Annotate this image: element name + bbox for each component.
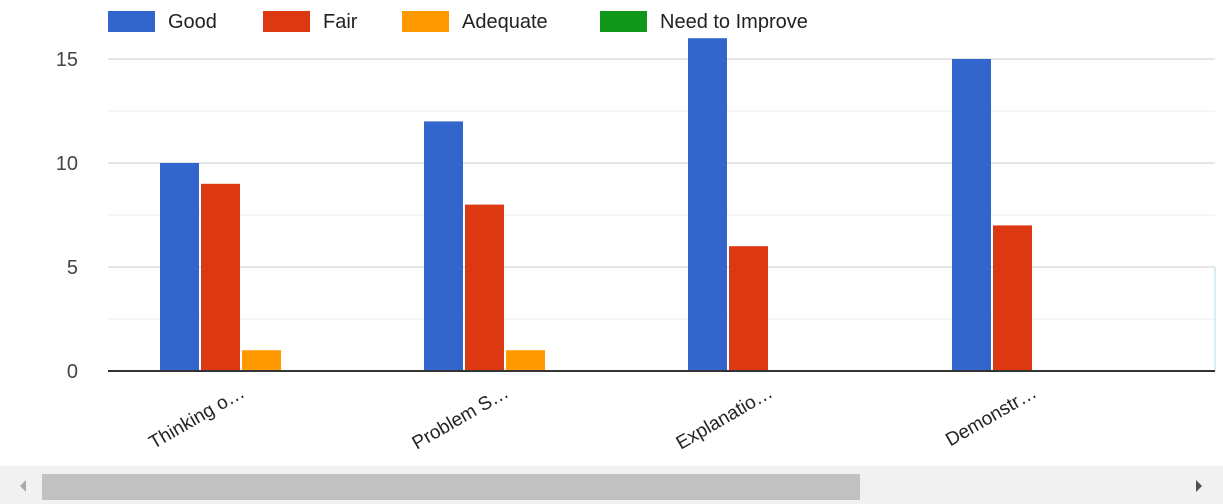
bar: [465, 204, 504, 371]
chart-area: 0 5 10 15 Thinking o… Problem S… Explanatio… De…: [56, 11, 1216, 454]
x-tick-label: Explanatio…: [673, 382, 777, 454]
bar: [688, 38, 727, 371]
bar: [729, 246, 768, 371]
legend-label: Need to Improve: [660, 11, 808, 33]
y-tick-label: 0: [67, 361, 78, 383]
horizontal-scrollbar[interactable]: [0, 466, 1223, 504]
legend-swatch: [108, 11, 155, 32]
legend-label: Fair: [323, 11, 358, 33]
y-tick-label: 15: [56, 49, 78, 71]
legend-swatch: [402, 11, 449, 32]
legend-swatch: [600, 11, 647, 32]
bar: [160, 163, 199, 371]
scroll-right-arrow-icon[interactable]: [1196, 480, 1202, 492]
y-tick-label: 5: [67, 257, 78, 279]
y-tick-label: 10: [56, 153, 78, 175]
bar: [242, 350, 281, 371]
scrollbar-thumb[interactable]: [42, 474, 860, 500]
x-tick-label: Problem S…: [409, 382, 513, 454]
bar: [201, 183, 240, 371]
bar: [424, 121, 463, 372]
scroll-left-arrow-icon[interactable]: [20, 480, 26, 492]
bar: [993, 225, 1032, 371]
legend-label: Good: [168, 11, 217, 33]
bar: [506, 350, 545, 371]
legend-swatch: [263, 11, 310, 32]
x-tick-label: Demonstr…: [942, 382, 1040, 451]
legend-label: Adequate: [462, 11, 548, 33]
bar: [952, 59, 991, 371]
x-tick-label: Thinking o…: [146, 382, 249, 454]
bar-chart: 0 5 10 15 Thinking o… Problem S… Explanatio… De…: [56, 11, 1216, 454]
